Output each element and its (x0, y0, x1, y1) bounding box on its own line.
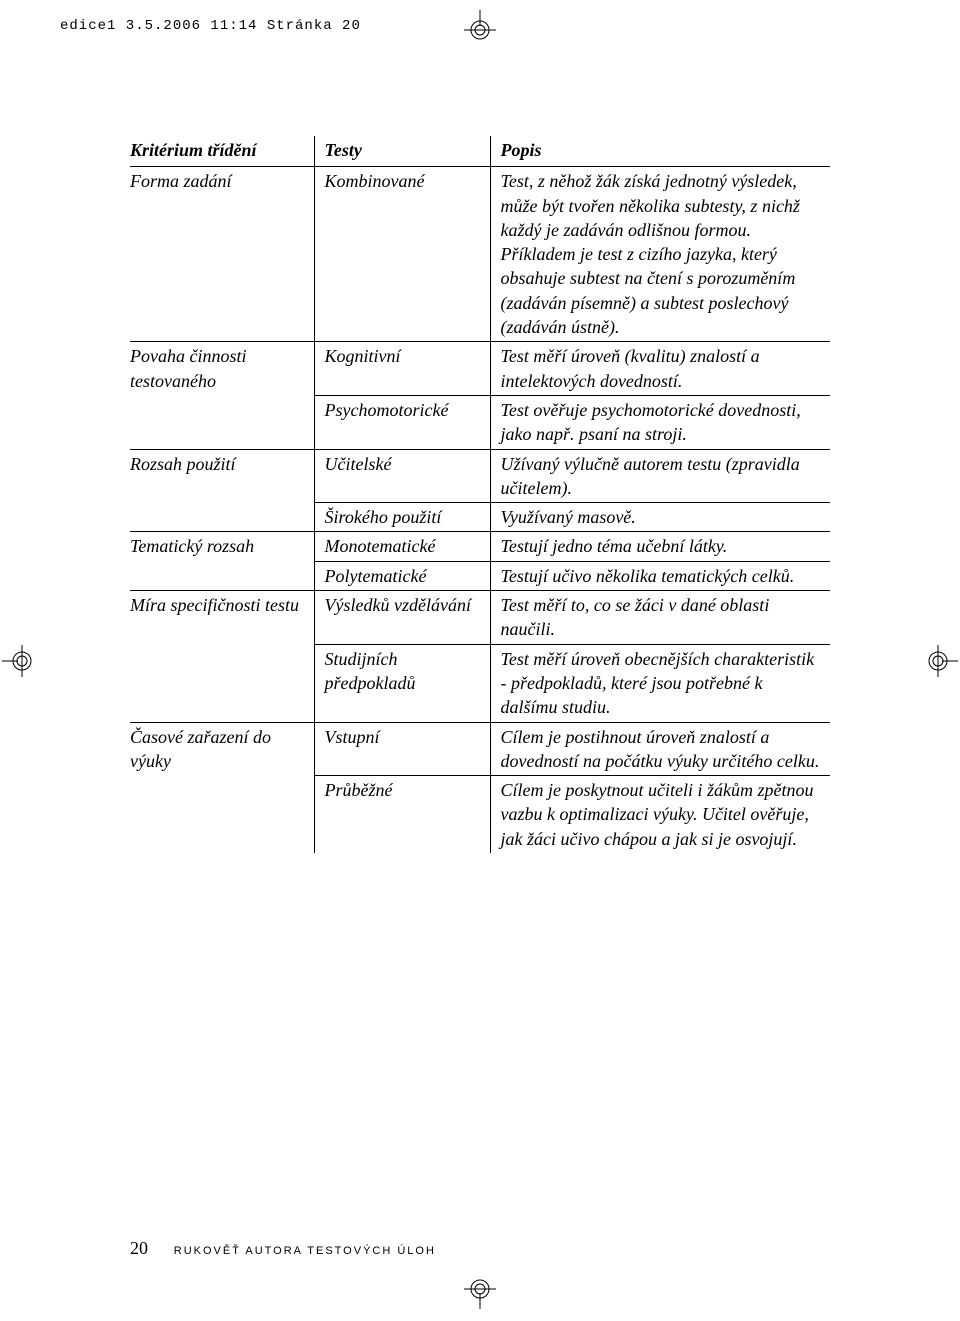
col-header-2: Testy (314, 136, 490, 167)
test-type-cell: Výsledků vzdělávání (314, 591, 490, 645)
page-number: 20 (130, 1238, 148, 1258)
test-type-cell: Učitelské (314, 449, 490, 503)
table-row: Širokého použitíVyužívaný masově. (130, 503, 830, 532)
criteria-cell: Míra specifičnosti testu (130, 591, 314, 645)
description-cell: Cílem je postihnout úroveň znalostí a do… (490, 722, 830, 776)
description-cell: Test měří to, co se žáci v dané oblasti … (490, 591, 830, 645)
description-cell: Test měří úroveň (kvalitu) znalostí a in… (490, 342, 830, 396)
test-type-cell: Širokého použití (314, 503, 490, 532)
page-content: Kritérium třídění Testy Popis Forma zadá… (130, 136, 830, 853)
table-row: Povaha činnosti testovanéhoKognitivníTes… (130, 342, 830, 396)
test-type-cell: Monotematické (314, 532, 490, 561)
test-type-cell: Kognitivní (314, 342, 490, 396)
test-type-cell: Studijních předpokladů (314, 644, 490, 722)
test-type-cell: Vstupní (314, 722, 490, 776)
criteria-cell (130, 644, 314, 722)
table-row: PrůběžnéCílem je poskytnout učiteli i žá… (130, 776, 830, 853)
crop-mark-bottom (460, 1269, 500, 1309)
crop-mark-left (2, 641, 42, 681)
table-row: Studijních předpokladůTest měří úroveň o… (130, 644, 830, 722)
criteria-cell: Povaha činnosti testovaného (130, 342, 314, 396)
table-row: Forma zadáníKombinovanéTest, z něhož žák… (130, 167, 830, 342)
book-title: RUKOVĚŤ AUTORA TESTOVÝCH ÚLOH (174, 1245, 436, 1257)
crop-mark-top (460, 10, 500, 50)
description-cell: Testují jedno téma učební látky. (490, 532, 830, 561)
description-cell: Testují učivo několika tematických celků… (490, 561, 830, 590)
description-cell: Test, z něhož žák získá jednotný výslede… (490, 167, 830, 342)
table-row: Časové zařazení do výukyVstupníCílem je … (130, 722, 830, 776)
test-type-cell: Kombinované (314, 167, 490, 342)
criteria-cell: Forma zadání (130, 167, 314, 342)
criteria-cell: Časové zařazení do výuky (130, 722, 314, 776)
criteria-cell: Rozsah použití (130, 449, 314, 503)
test-type-cell: Polytematické (314, 561, 490, 590)
table-row: Rozsah použitíUčitelskéUžívaný výlučně a… (130, 449, 830, 503)
criteria-table: Kritérium třídění Testy Popis Forma zadá… (130, 136, 830, 853)
test-type-cell: Psychomotorické (314, 395, 490, 449)
page-footer: 20 RUKOVĚŤ AUTORA TESTOVÝCH ÚLOH (130, 1238, 436, 1259)
table-row: Míra specifičnosti testuVýsledků vzděláv… (130, 591, 830, 645)
description-cell: Test měří úroveň obecnějších charakteris… (490, 644, 830, 722)
table-row: PsychomotorickéTest ověřuje psychomotori… (130, 395, 830, 449)
description-cell: Test ověřuje psychomotorické dovednosti,… (490, 395, 830, 449)
description-cell: Využívaný masově. (490, 503, 830, 532)
table-header-row: Kritérium třídění Testy Popis (130, 136, 830, 167)
description-cell: Užívaný výlučně autorem testu (zpravidla… (490, 449, 830, 503)
col-header-1: Kritérium třídění (130, 136, 314, 167)
col-header-3: Popis (490, 136, 830, 167)
table-row: PolytematickéTestují učivo několika tema… (130, 561, 830, 590)
criteria-cell: Tematický rozsah (130, 532, 314, 561)
crop-mark-right (918, 641, 958, 681)
description-cell: Cílem je poskytnout učiteli i žákům zpět… (490, 776, 830, 853)
criteria-cell (130, 395, 314, 449)
table-row: Tematický rozsahMonotematickéTestují jed… (130, 532, 830, 561)
criteria-cell (130, 503, 314, 532)
criteria-cell (130, 776, 314, 853)
print-header: edice1 3.5.2006 11:14 Stránka 20 (60, 18, 361, 34)
test-type-cell: Průběžné (314, 776, 490, 853)
criteria-cell (130, 561, 314, 590)
